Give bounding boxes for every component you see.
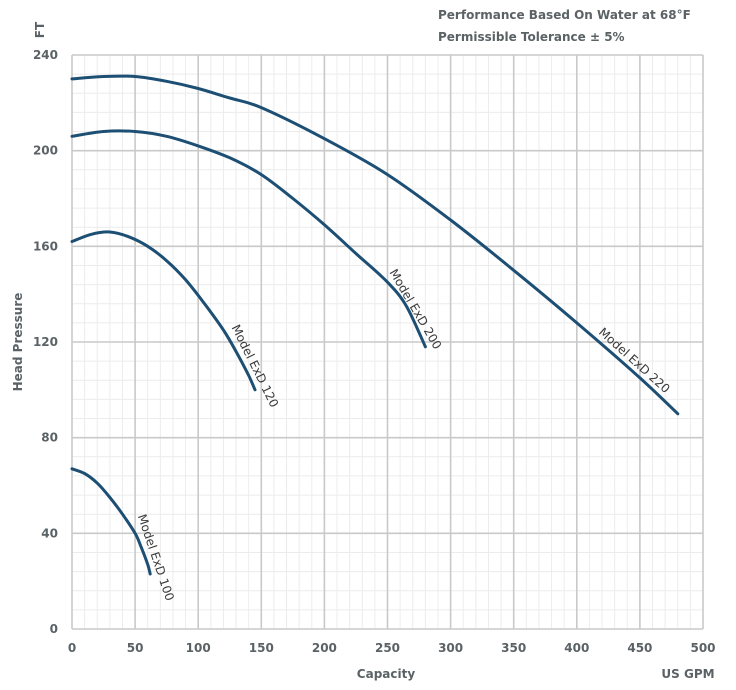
x-tick-label: 250 [375,641,400,655]
x-axis-unit: US GPM [661,667,714,681]
y-axis-label: Head Pressure [11,293,25,392]
series-line [70,74,680,416]
y-tick-label: 80 [41,431,58,445]
y-tick-label: 40 [41,526,58,540]
series-label: Model ExD 220 [596,325,673,396]
x-axis-label: Capacity [357,667,416,681]
x-tick-label: 0 [68,641,76,655]
x-tick-label: 450 [627,641,652,655]
y-tick-label: 120 [33,335,58,349]
y-tick-label: 160 [33,239,58,253]
y-axis-unit: FT [33,21,47,38]
x-tick-label: 300 [438,641,463,655]
x-tick-label: 150 [249,641,274,655]
y-tick-label: 200 [33,144,58,158]
series-label: Model ExD 100 [135,512,177,602]
tolerance-note: Permissible Tolerance ± 5% [438,30,625,44]
y-tick-label: 240 [33,48,58,62]
x-tick-label: 350 [501,641,526,655]
series-line [70,230,257,392]
x-tick-label: 200 [312,641,337,655]
x-tick-label: 500 [690,641,715,655]
y-tick-label: 0 [50,622,58,636]
series-line [70,129,427,349]
x-tick-label: 100 [186,641,211,655]
x-tick-label: 50 [127,641,144,655]
series-label: Model ExD 200 [387,267,445,352]
performance-note: Performance Based On Water at 68°F [438,8,691,22]
series-line [70,467,152,576]
x-tick-label: 400 [564,641,589,655]
